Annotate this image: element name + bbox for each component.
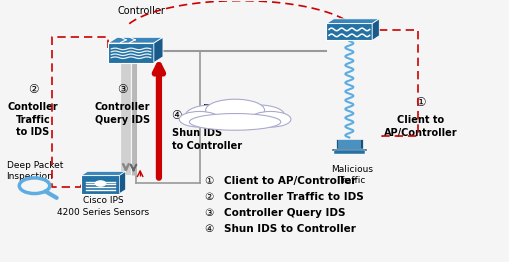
Polygon shape [154, 37, 163, 63]
Text: Shun IDS
to Controller: Shun IDS to Controller [172, 128, 241, 151]
Ellipse shape [205, 99, 264, 121]
Ellipse shape [189, 113, 280, 130]
FancyBboxPatch shape [337, 140, 360, 149]
Ellipse shape [231, 105, 284, 125]
Polygon shape [326, 19, 379, 24]
Text: ①: ① [414, 96, 425, 109]
Text: Client to AP/Controller: Client to AP/Controller [223, 176, 356, 185]
FancyBboxPatch shape [108, 43, 154, 63]
Text: Malicious
Traffic: Malicious Traffic [330, 165, 372, 185]
Text: ④: ④ [204, 224, 220, 234]
Text: Controller Traffic to IDS: Controller Traffic to IDS [223, 192, 363, 202]
Text: Controller Query IDS: Controller Query IDS [223, 208, 345, 218]
Text: ④: ④ [172, 109, 182, 122]
Text: ②: ② [204, 192, 220, 202]
FancyBboxPatch shape [331, 149, 366, 151]
Text: Client to
AP/Controller: Client to AP/Controller [383, 115, 457, 138]
Ellipse shape [250, 111, 290, 127]
Polygon shape [81, 171, 125, 175]
Ellipse shape [179, 111, 219, 127]
FancyBboxPatch shape [81, 175, 119, 194]
Text: ②: ② [27, 83, 38, 96]
Text: Cisco IPS
4200 Series Sensors: Cisco IPS 4200 Series Sensors [57, 196, 149, 216]
Text: ①: ① [204, 176, 220, 185]
Polygon shape [108, 37, 163, 43]
Polygon shape [372, 19, 379, 40]
Text: ③: ③ [204, 208, 220, 218]
FancyBboxPatch shape [335, 139, 362, 150]
FancyBboxPatch shape [333, 150, 364, 154]
Text: Enterprise
Network: Enterprise Network [203, 104, 257, 127]
Polygon shape [119, 171, 125, 194]
Text: Deep Packet
Inspection: Deep Packet Inspection [7, 161, 63, 181]
Text: Controller
Query IDS: Controller Query IDS [95, 102, 150, 125]
Text: Shun IDS to Controller: Shun IDS to Controller [223, 224, 355, 234]
Circle shape [95, 181, 105, 186]
FancyBboxPatch shape [326, 24, 372, 40]
Ellipse shape [185, 105, 238, 125]
Text: Controller: Controller [117, 6, 165, 16]
Text: ③: ③ [117, 83, 127, 96]
Text: Contoller
Traffic
to IDS: Contoller Traffic to IDS [8, 102, 58, 137]
